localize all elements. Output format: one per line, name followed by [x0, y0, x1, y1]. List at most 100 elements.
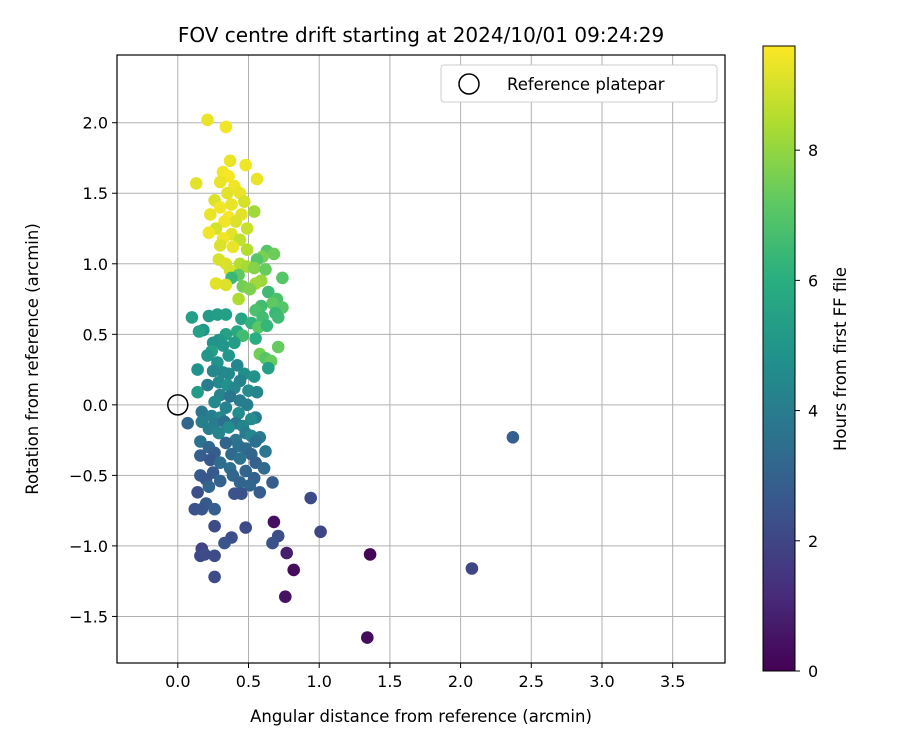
y-axis-label: Rotation from reference (arcmin)	[23, 223, 42, 495]
data-point	[230, 215, 243, 228]
data-point	[239, 159, 252, 172]
x-axis-ticks: 0.0 0.5 1.0 1.5 2.0 2.5 3.0 3.5	[165, 663, 685, 691]
data-point	[266, 537, 279, 550]
chart-title: FOV centre drift starting at 2024/10/01 …	[178, 23, 664, 47]
y-tick-label: −1.5	[69, 607, 108, 626]
data-point	[208, 396, 221, 409]
x-tick-label: 2.0	[448, 672, 473, 691]
data-point	[208, 520, 221, 533]
data-point	[193, 325, 206, 338]
data-point	[214, 239, 227, 252]
data-point	[251, 386, 264, 399]
y-tick-label: 1.5	[83, 184, 108, 203]
x-tick-label: 1.5	[377, 672, 402, 691]
data-point	[287, 564, 300, 577]
colorbar-tick-label: 6	[808, 271, 818, 290]
data-point	[235, 487, 248, 500]
data-point	[241, 222, 254, 235]
colorbar-gradient	[763, 46, 795, 671]
data-point	[222, 349, 235, 362]
data-point	[261, 320, 274, 333]
y-tick-label: 0.0	[83, 396, 108, 415]
x-tick-label: 3.0	[589, 672, 614, 691]
data-point	[314, 526, 327, 539]
data-point	[272, 341, 285, 354]
data-point	[248, 262, 261, 275]
data-point	[201, 114, 214, 127]
data-point	[241, 243, 254, 256]
data-point	[238, 195, 251, 208]
data-point	[191, 486, 204, 499]
data-point	[507, 431, 520, 444]
colorbar-tick-label: 0	[808, 662, 818, 681]
data-point	[203, 480, 216, 493]
data-point	[220, 279, 233, 292]
data-point	[208, 571, 221, 584]
data-point	[251, 173, 264, 186]
data-point	[220, 437, 233, 450]
y-axis-ticks: −1.5 −1.0 −0.5 0.0 0.5 1.0 1.5 2.0	[69, 114, 117, 627]
data-point	[220, 121, 233, 134]
colorbar-tick-label: 4	[808, 402, 818, 421]
data-point	[191, 363, 204, 376]
data-point	[227, 241, 240, 254]
data-point	[191, 386, 204, 399]
x-tick-label: 2.5	[519, 672, 544, 691]
x-tick-label: 3.5	[660, 672, 685, 691]
data-point	[204, 208, 217, 221]
colorbar-tick-label: 8	[808, 141, 818, 160]
data-point	[266, 476, 279, 489]
data-point	[228, 337, 241, 350]
x-tick-label: 0.0	[165, 672, 190, 691]
data-point	[203, 226, 216, 239]
legend: Reference platepar	[441, 65, 717, 102]
data-point	[222, 368, 235, 381]
data-point	[239, 521, 252, 534]
colorbar-label: Hours from first FF file	[831, 267, 850, 451]
y-tick-label: 2.0	[83, 114, 108, 133]
data-point	[218, 537, 231, 550]
data-point	[214, 176, 227, 189]
y-tick-label: −1.0	[69, 537, 108, 556]
data-point	[225, 198, 238, 211]
data-point	[304, 492, 317, 505]
colorbar-tick-label: 2	[808, 532, 818, 551]
data-point	[272, 311, 285, 324]
x-tick-label: 1.0	[306, 672, 331, 691]
y-tick-label: 0.5	[83, 325, 108, 344]
data-point	[220, 308, 233, 321]
data-point	[232, 293, 245, 306]
y-tick-label: 1.0	[83, 255, 108, 274]
data-point	[208, 550, 221, 563]
x-axis-label: Angular distance from reference (arcmin)	[250, 707, 592, 726]
data-point	[248, 370, 261, 383]
data-point	[466, 562, 479, 575]
data-point	[258, 462, 271, 475]
data-point	[268, 248, 281, 261]
data-point	[253, 486, 266, 499]
data-point	[196, 503, 209, 516]
data-point	[181, 417, 194, 430]
y-tick-label: −0.5	[69, 466, 108, 485]
colorbar: 0 2 4 6 8 Hours from first FF file	[763, 46, 850, 681]
data-point	[279, 590, 292, 603]
data-point	[221, 187, 234, 200]
data-point	[259, 445, 272, 458]
data-point	[214, 475, 227, 488]
x-tick-label: 0.5	[236, 672, 261, 691]
data-point	[361, 631, 374, 644]
data-point	[259, 263, 272, 276]
data-point	[244, 283, 257, 296]
legend-entry-reference-platepar: Reference platepar	[507, 75, 665, 94]
data-point	[280, 547, 293, 560]
data-point	[262, 362, 275, 375]
data-point	[190, 177, 203, 190]
data-point	[268, 516, 281, 529]
data-point	[276, 272, 289, 285]
data-point	[248, 205, 261, 218]
data-point	[234, 452, 247, 465]
data-point	[224, 155, 237, 168]
data-point	[364, 548, 377, 561]
colorbar-ticks: 0 2 4 6 8	[795, 141, 818, 681]
